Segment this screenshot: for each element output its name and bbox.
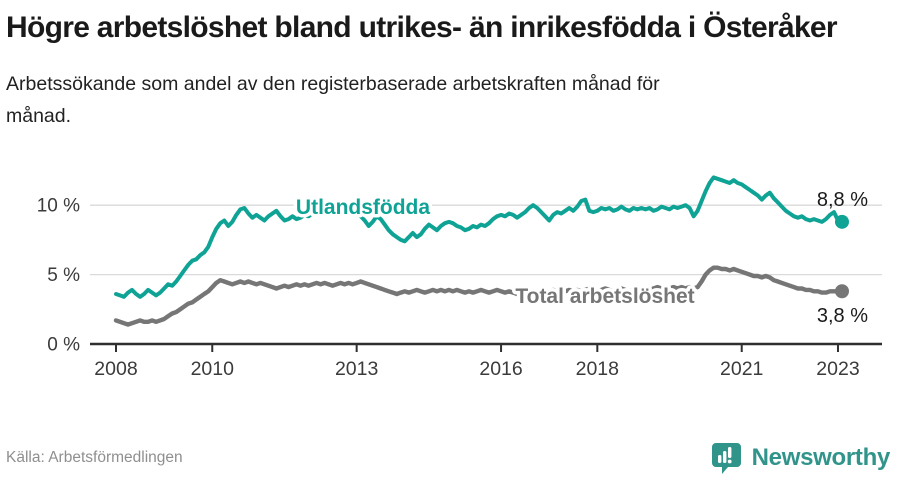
series-label-total: Total arbetslöshet <box>515 285 694 308</box>
page-title: Högre arbetslöshet bland utrikes- än inr… <box>6 11 838 44</box>
unemployment-line-chart: 0 % 5 % 10 % 2008 2010 2013 2016 2018 2021 2023 Ut… <box>37 175 882 380</box>
series-line-utlandsfodda <box>114 175 844 299</box>
x-axis-label: 2013 <box>335 358 378 380</box>
x-axis-label: 2010 <box>191 358 235 380</box>
x-axis-label: 2021 <box>720 358 763 380</box>
series-label-utlandsfodda: Utlandsfödda <box>296 196 430 219</box>
y-axis-label: 5 % <box>47 265 80 286</box>
y-axis-label: 10 % <box>37 196 80 217</box>
footer: Källa: Arbetsförmedlingen Newsworthy <box>6 441 890 474</box>
chart-subtitle: Arbetssökande som andel av den registerb… <box>6 73 660 127</box>
end-value-label-total: 3,8 % <box>817 305 868 327</box>
infographic: Högre arbetslöshet bland utrikes- än inr… <box>0 8 900 482</box>
x-axis-label: 2008 <box>94 358 137 380</box>
x-axis-label: 2016 <box>479 358 522 380</box>
x-axis-label: 2023 <box>816 358 859 380</box>
x-axis-label: 2018 <box>576 358 619 380</box>
end-dot-total <box>834 284 849 299</box>
newsworthy-chart-bubble-icon <box>711 443 741 474</box>
series-line-total <box>113 265 845 327</box>
newsworthy-logo-text: Newsworthy <box>751 443 891 471</box>
y-axis-label: 0 % <box>47 335 80 356</box>
end-value-label-utlandsfodda: 8,8 % <box>817 189 868 211</box>
source-note: Källa: Arbetsförmedlingen <box>6 448 183 466</box>
end-dot-utlandsfodda <box>834 214 849 229</box>
newsworthy-logo[interactable]: Newsworthy <box>710 441 890 474</box>
